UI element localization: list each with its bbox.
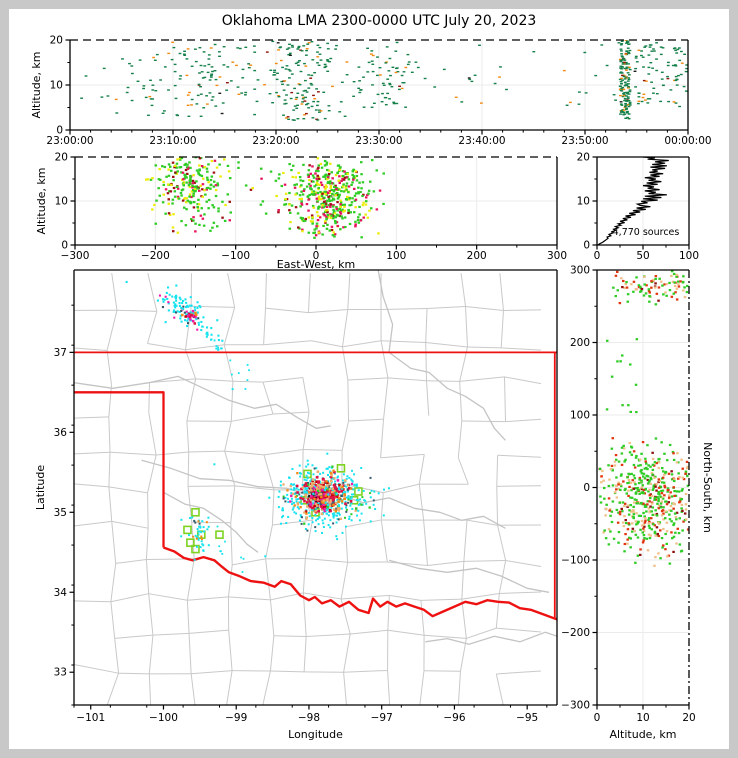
x-tick-label: 300 bbox=[547, 250, 567, 262]
y-axis-label: Altitude, km bbox=[35, 167, 48, 234]
panel-content bbox=[80, 40, 688, 121]
x-tick-label: −101 bbox=[76, 712, 105, 724]
x-tick-label: −95 bbox=[516, 712, 538, 724]
x-tick-label: 50 bbox=[636, 250, 649, 262]
gridlines bbox=[69, 40, 689, 130]
y-tick-label: 10 bbox=[55, 196, 68, 208]
y-tick-label: 20 bbox=[577, 152, 590, 164]
x-tick-label: 0 bbox=[594, 712, 601, 724]
scatter-points bbox=[598, 270, 689, 567]
x-tick-label: 23:50:00 bbox=[561, 135, 608, 147]
panel-alt_hist: 4,770 sources 0 50 100 0 10 20 bbox=[577, 152, 699, 263]
y-tick-label: 20 bbox=[50, 35, 63, 47]
x-tick-label: 23:30:00 bbox=[355, 135, 402, 147]
axis-ticks: −300 −200 −100 0 100 200 300 0 10 20 bbox=[55, 152, 567, 263]
y-tick-label: 100 bbox=[570, 410, 590, 422]
panel-ew_height: −300 −200 −100 0 100 200 300 0 10 20 East-West, km… bbox=[35, 152, 567, 272]
axis-ticks: −101 −100 −99 −98 −97 −96 −95 33 34 35 36 37 bbox=[54, 304, 548, 724]
y-tick-label: 35 bbox=[54, 507, 67, 519]
panel-plan_map: −101 −100 −99 −98 −97 −96 −95 33 34 35 36 37 Longitu… bbox=[34, 269, 558, 741]
x-tick-label: 20 bbox=[682, 712, 695, 724]
x-tick-label: 23:10:00 bbox=[149, 135, 196, 147]
river-lines bbox=[74, 270, 557, 645]
x-tick-label: 23:20:00 bbox=[252, 135, 299, 147]
y-tick-label: 20 bbox=[55, 152, 68, 164]
y-tick-label: 200 bbox=[570, 337, 590, 349]
x-tick-label: 100 bbox=[386, 250, 406, 262]
x-tick-label: 23:00:00 bbox=[46, 135, 93, 147]
axis-ticks: 0 50 100 0 10 20 bbox=[577, 152, 699, 263]
x-tick-label: 23:40:00 bbox=[458, 135, 505, 147]
y-axis-label: North-South, km bbox=[701, 442, 714, 533]
y-axis-label: Latitude bbox=[34, 465, 47, 511]
y-tick-label: −100 bbox=[561, 555, 590, 567]
x-tick-label: 0 bbox=[594, 250, 601, 262]
x-axis-label: East-West, km bbox=[277, 258, 355, 271]
axis-ticks: 23:00:00 23:10:00 23:20:00 23:30:00 23:40:00… bbox=[46, 35, 711, 148]
x-tick-label: 10 bbox=[636, 712, 649, 724]
y-tick-label: 0 bbox=[61, 240, 68, 252]
x-tick-label: −100 bbox=[221, 250, 250, 262]
x-tick-label: 0 bbox=[313, 250, 320, 262]
x-tick-label: 100 bbox=[679, 250, 699, 262]
figure-title: Oklahoma LMA 2300-0000 UTC July 20, 2023 bbox=[221, 13, 537, 29]
y-tick-label: 10 bbox=[50, 80, 63, 92]
station-markers bbox=[183, 464, 363, 554]
sources-count-label: 4,770 sources bbox=[613, 227, 680, 238]
y-tick-label: 0 bbox=[583, 482, 590, 494]
panel-content bbox=[145, 157, 385, 239]
state-border-line bbox=[74, 351, 557, 621]
y-tick-label: 37 bbox=[54, 347, 67, 359]
y-axis-label: Altitude, km bbox=[30, 51, 43, 118]
x-tick-label: 00:00:00 bbox=[664, 135, 711, 147]
y-tick-label: 33 bbox=[54, 667, 67, 679]
x-tick-label: −98 bbox=[298, 712, 320, 724]
scatter-points bbox=[145, 157, 385, 239]
panel-border bbox=[73, 269, 558, 706]
y-tick-label: 0 bbox=[583, 240, 590, 252]
scatter-points bbox=[80, 40, 688, 121]
y-tick-label: −200 bbox=[561, 627, 590, 639]
x-axis-label: Longitude bbox=[288, 728, 343, 741]
x-tick-label: −100 bbox=[149, 712, 178, 724]
source-histogram-line bbox=[597, 157, 669, 245]
county-boundaries bbox=[74, 273, 542, 705]
x-tick-label: −97 bbox=[371, 712, 393, 724]
x-tick-label: 200 bbox=[467, 250, 487, 262]
y-tick-label: 10 bbox=[577, 196, 590, 208]
scatter-points bbox=[125, 280, 390, 573]
x-tick-label: −96 bbox=[443, 712, 465, 724]
y-tick-label: 0 bbox=[56, 125, 63, 137]
panel-content bbox=[597, 157, 669, 245]
y-tick-label: 34 bbox=[54, 587, 68, 599]
x-tick-label: −99 bbox=[225, 712, 247, 724]
y-tick-label: 300 bbox=[570, 265, 590, 277]
panel-ns_height: 0 10 20 300 200 100 0 −100 −200 −300 Altitude, km N… bbox=[561, 265, 714, 742]
panel-content bbox=[598, 270, 689, 567]
x-tick-label: −200 bbox=[141, 250, 170, 262]
panel-time_height: 23:00:00 23:10:00 23:20:00 23:30:00 23:40:00… bbox=[30, 35, 712, 148]
y-tick-label: 36 bbox=[54, 427, 68, 439]
x-tick-label: −300 bbox=[61, 250, 90, 262]
axis-ticks: 0 10 20 300 200 100 0 −100 −200 −300 bbox=[561, 265, 696, 725]
y-tick-label: −300 bbox=[561, 700, 590, 712]
x-axis-label: Altitude, km bbox=[609, 728, 676, 741]
panel-content bbox=[74, 270, 557, 705]
